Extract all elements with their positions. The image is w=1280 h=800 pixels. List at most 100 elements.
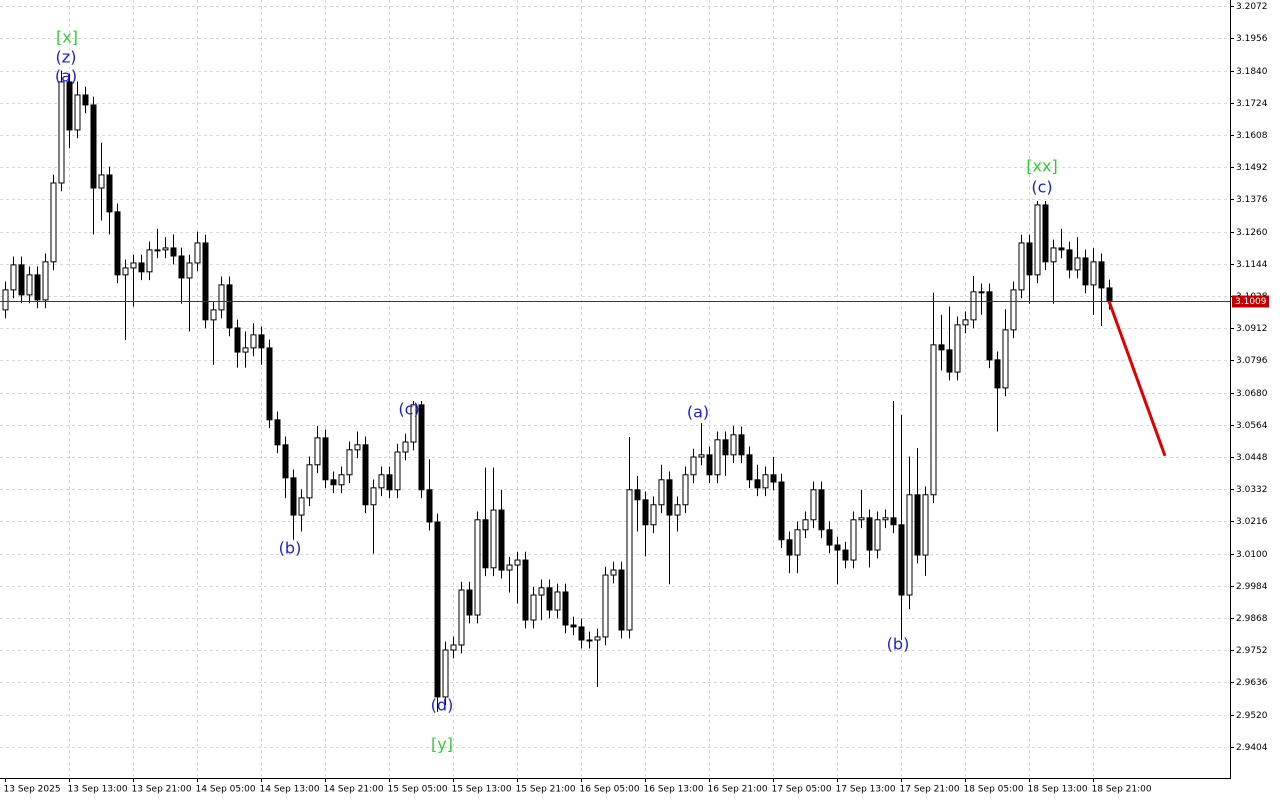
candle-body	[794, 529, 801, 556]
candle-body	[178, 255, 185, 279]
candle-body	[330, 479, 337, 486]
candle-body	[914, 494, 921, 556]
y-tick-label: 3.1260	[1236, 228, 1268, 238]
price-label: 3.1009	[1235, 297, 1267, 307]
candle-body	[1002, 329, 1009, 389]
x-tick-label: 17 Sep 21:00	[900, 785, 960, 795]
candle-body	[786, 539, 793, 556]
candle-body	[10, 264, 17, 291]
candle-body	[1090, 261, 1097, 286]
y-tick-label: 3.1840	[1236, 67, 1268, 77]
x-tick-label: 16 Sep 13:00	[644, 785, 704, 795]
candle-body	[1082, 257, 1089, 286]
x-tick-label: 18 Sep 05:00	[964, 785, 1024, 795]
candle-body	[506, 564, 513, 571]
candle-body	[962, 319, 969, 326]
candle-body	[42, 261, 49, 301]
candle-body	[922, 494, 929, 556]
candle-body	[978, 291, 985, 294]
x-tick-label: 13 Sep 13:00	[68, 785, 128, 795]
candle-body	[498, 509, 505, 571]
candle-body	[282, 444, 289, 479]
candle-body	[1066, 249, 1073, 271]
x-tick-label: 13 Sep 2025	[4, 785, 61, 795]
candle-body	[1034, 204, 1041, 276]
candle-body	[970, 291, 977, 321]
candle-body	[690, 456, 697, 476]
candle-body	[50, 182, 57, 263]
y-tick-label: 3.1608	[1236, 131, 1268, 141]
candle-body	[258, 334, 265, 349]
candle-body	[98, 174, 105, 189]
candle-body	[194, 242, 201, 264]
candle-body	[698, 454, 705, 458]
candle-body	[730, 434, 737, 456]
x-tick-label: 18 Sep 13:00	[1028, 785, 1088, 795]
candle-body	[346, 449, 353, 476]
candle-body	[682, 474, 689, 506]
candle-body	[146, 249, 153, 273]
candle-body	[850, 519, 857, 561]
candle-body	[754, 479, 761, 489]
candle-body	[1074, 257, 1081, 271]
candle-body	[1042, 204, 1049, 263]
candle-body	[378, 474, 385, 489]
y-tick-label: 3.0100	[1236, 550, 1268, 560]
x-tick-label: 15 Sep 05:00	[388, 785, 448, 795]
candle-body	[810, 489, 817, 521]
candle-body	[530, 594, 537, 621]
candle-body	[762, 474, 769, 489]
candle-body	[554, 591, 561, 611]
y-tick-label: 3.1724	[1236, 99, 1268, 109]
y-tick-label: 3.0216	[1236, 517, 1268, 527]
candle-body	[250, 334, 257, 349]
candle-body	[210, 309, 217, 321]
candle-body	[882, 517, 889, 521]
y-tick-label: 3.0680	[1236, 389, 1268, 399]
candle-body	[570, 624, 577, 628]
x-tick-label: 13 Sep 21:00	[132, 785, 192, 795]
candle-body	[290, 477, 297, 516]
wave-label: (z)	[56, 48, 77, 67]
candle-body	[522, 559, 529, 621]
candle-body	[130, 262, 137, 269]
y-tick-label: 2.9404	[1236, 743, 1268, 753]
candle-body	[314, 437, 321, 466]
candle-body	[418, 404, 425, 491]
x-tick-label: 17 Sep 13:00	[836, 785, 896, 795]
candle-body	[778, 481, 785, 541]
candle-body	[122, 267, 129, 276]
candle-body	[1106, 287, 1113, 302]
wave-label: (c)	[398, 400, 419, 419]
candle-body	[186, 262, 193, 279]
y-tick-label: 3.2072	[1236, 2, 1268, 12]
candle-body	[826, 529, 833, 546]
candle-body	[930, 344, 937, 496]
candle-body	[322, 437, 329, 481]
candle-body	[202, 242, 209, 321]
wave-label: (a)	[55, 67, 77, 86]
y-tick-label: 2.9868	[1236, 614, 1268, 624]
candle-body	[266, 347, 273, 421]
candle-body	[66, 81, 73, 131]
candle-body	[634, 489, 641, 501]
candle-body	[442, 649, 449, 698]
candle-body	[546, 587, 553, 611]
candle-body	[82, 94, 89, 106]
candle-body	[218, 284, 225, 311]
candle-body	[618, 569, 625, 631]
x-tick-label: 18 Sep 21:00	[1092, 785, 1152, 795]
x-tick-label: 15 Sep 13:00	[452, 785, 512, 795]
candle-body	[394, 451, 401, 491]
candle-body	[170, 247, 177, 257]
y-tick-label: 2.9636	[1236, 678, 1268, 688]
candle-body	[234, 327, 241, 353]
wave-label: [xx]	[1026, 157, 1057, 176]
wave-label: (b)	[279, 539, 302, 558]
candle-body	[610, 569, 617, 576]
candle-body	[362, 444, 369, 506]
candle-body	[594, 636, 601, 641]
wave-label: (a)	[687, 403, 709, 422]
price-label-box	[1232, 295, 1269, 308]
y-tick-label: 3.0796	[1236, 356, 1268, 366]
